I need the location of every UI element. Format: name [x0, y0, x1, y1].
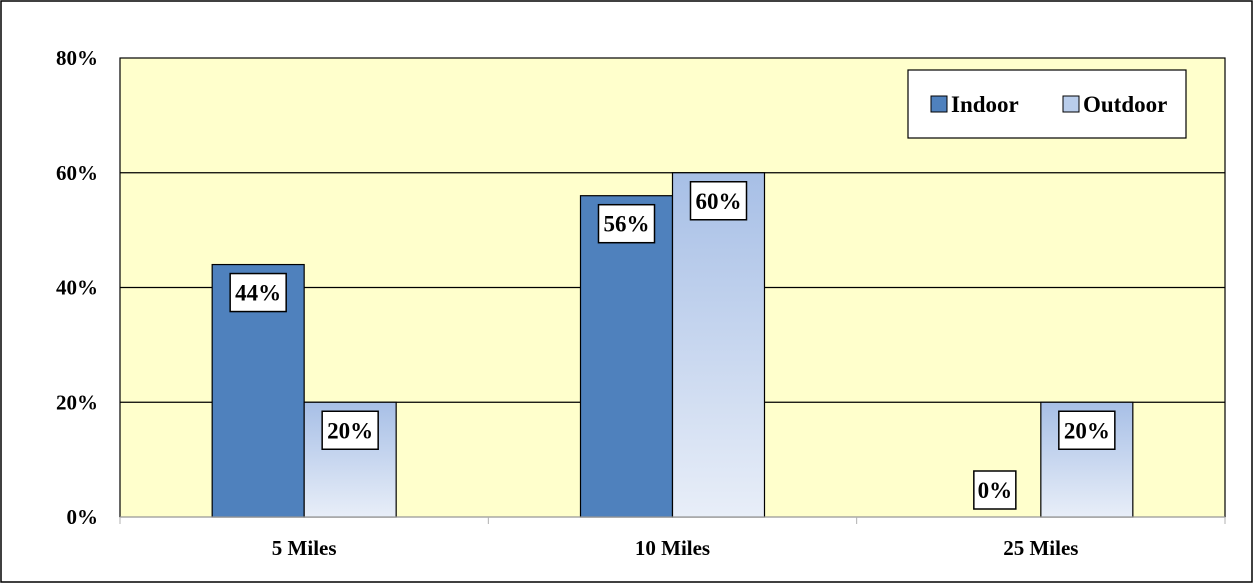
x-tick-label: 25 Miles [1003, 536, 1078, 560]
data-label-box [229, 272, 287, 313]
y-tick-label: 0% [67, 505, 99, 529]
data-label-box [689, 181, 748, 221]
bar-indoor [579, 195, 674, 518]
y-tick-label: 60% [56, 161, 98, 185]
data-labels: 44% 20% 56% 60% 0% 20% [229, 181, 1116, 510]
y-tick-label: 80% [56, 46, 98, 70]
data-label: 60% [696, 189, 742, 214]
data-label-box [597, 203, 656, 244]
x-tick-label: 5 Miles [272, 536, 337, 560]
data-label: 56% [604, 212, 650, 237]
legend-box [907, 69, 1187, 139]
data-label-box [1058, 410, 1116, 450]
y-tick-label: 20% [56, 390, 98, 414]
legend-swatch-outdoor [1062, 95, 1080, 113]
data-label: 20% [327, 418, 373, 443]
axes: 0% 20% 40% 60% 80% 5 Miles 10 Miles 25 Miles [56, 46, 1226, 560]
data-label: 44% [235, 281, 281, 306]
bar-outdoor [671, 172, 766, 518]
data-label-box [973, 470, 1017, 510]
data-label: 0% [978, 478, 1013, 503]
legend-label-outdoor: Outdoor [1083, 92, 1167, 117]
legend-label-indoor: Indoor [951, 92, 1019, 117]
legend-swatch-indoor [930, 95, 948, 113]
legend: Indoor Outdoor [907, 69, 1187, 139]
x-tick-label: 10 Miles [635, 536, 710, 560]
data-label-box [321, 410, 379, 450]
data-label: 20% [1064, 418, 1110, 443]
y-tick-label: 40% [56, 276, 98, 300]
